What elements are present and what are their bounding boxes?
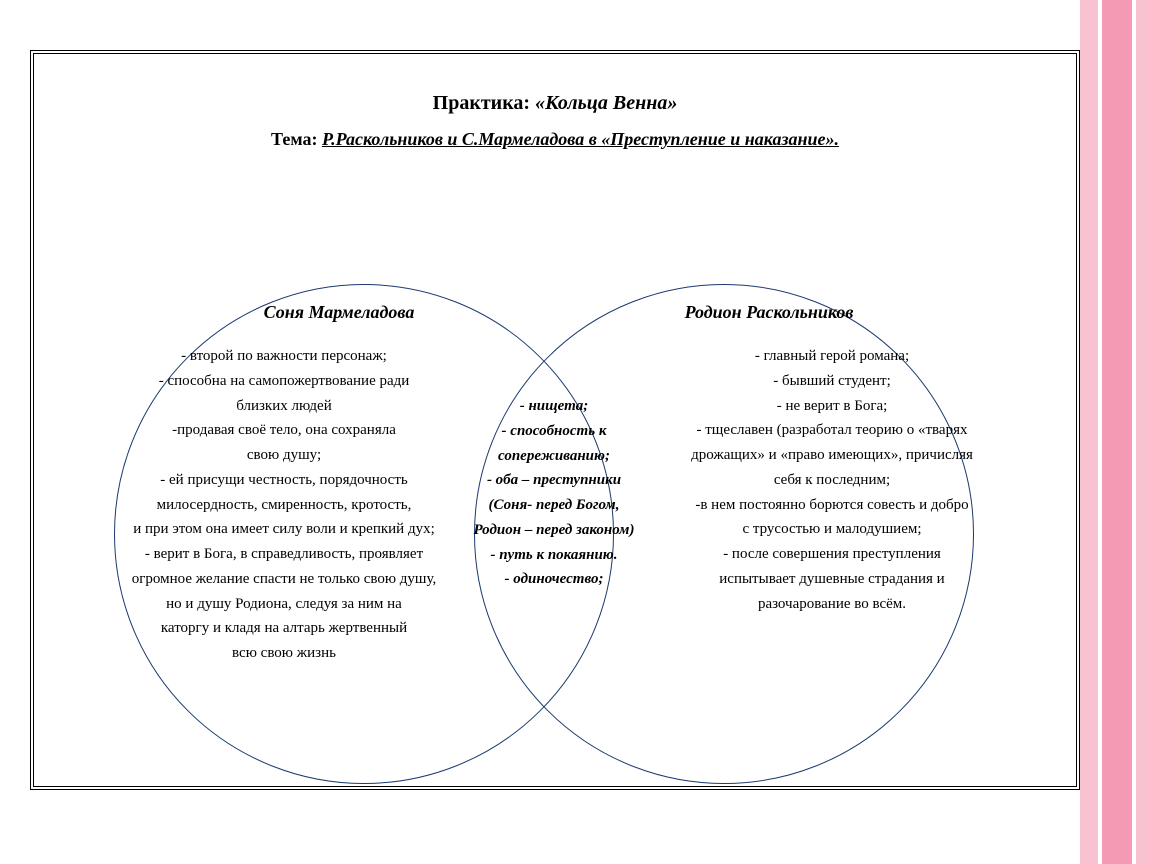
list-item: сопереживанию;	[464, 444, 644, 469]
list-item: - нищета;	[464, 394, 644, 419]
list-item: - способна на самопожертвование ради	[94, 369, 474, 394]
header-block: Практика: «Кольца Венна» Тема: Р.Расколь…	[34, 92, 1076, 150]
list-item: - главный герой романа;	[642, 344, 1022, 369]
list-item: - бывший студент;	[642, 369, 1022, 394]
practice-line: Практика: «Кольца Венна»	[34, 92, 1076, 115]
list-item: испытывает душевные страдания и	[642, 567, 1022, 592]
list-item: - путь к покаянию.	[464, 543, 644, 568]
list-item: Родион – перед законом)	[464, 518, 644, 543]
theme-line: Тема: Р.Раскольников и С.Мармеладова в «…	[34, 129, 1076, 150]
list-item: и при этом она имеет силу воли и крепкий…	[94, 517, 474, 542]
venn-left-label: Соня Мармеладова	[224, 302, 454, 323]
list-item: - одиночество;	[464, 567, 644, 592]
practice-label: Практика:	[433, 92, 530, 114]
venn-middle-items: - нищета;- способность ксопереживанию;- …	[464, 394, 644, 592]
bg-stripe	[1080, 0, 1098, 864]
list-item: - не верит в Бога;	[642, 394, 1022, 419]
venn-right-items: - главный герой романа;- бывший студент;…	[642, 344, 1022, 616]
venn-diagram: Соня Мармеладова Родион Раскольников - в…	[34, 244, 1076, 764]
list-item: милосердность, смиренность, кротость,	[94, 493, 474, 518]
theme-label: Тема:	[271, 129, 317, 149]
list-item: с трусостью и малодушием;	[642, 517, 1022, 542]
practice-title: «Кольца Венна»	[535, 92, 677, 114]
list-item: но и душу Родиона, следуя за ним на	[94, 592, 474, 617]
list-item: близких людей	[94, 394, 474, 419]
list-item: - после совершения преступления	[642, 542, 1022, 567]
list-item: разочарование во всём.	[642, 592, 1022, 617]
list-item: - второй по важности персонаж;	[94, 344, 474, 369]
venn-left-items: - второй по важности персонаж;- способна…	[94, 344, 474, 666]
theme-text: Р.Раскольников и С.Мармеладова в «Престу…	[322, 129, 839, 149]
list-item: -в нем постоянно борются совесть и добро	[642, 493, 1022, 518]
list-item: себя к последним;	[642, 468, 1022, 493]
list-item: (Соня- перед Богом,	[464, 493, 644, 518]
list-item: - ей присущи честность, порядочность	[94, 468, 474, 493]
list-item: - оба – преступники	[464, 468, 644, 493]
list-item: -продавая своё тело, она сохраняла	[94, 418, 474, 443]
list-item: всю свою жизнь	[94, 641, 474, 666]
list-item: огромное желание спасти не только свою д…	[94, 567, 474, 592]
bg-stripe	[1102, 0, 1132, 864]
list-item: дрожащих» и «право имеющих», причисляя	[642, 443, 1022, 468]
bg-stripe	[1136, 0, 1150, 864]
list-item: каторгу и кладя на алтарь жертвенный	[94, 616, 474, 641]
venn-right-label: Родион Раскольников	[644, 302, 894, 323]
list-item: свою душу;	[94, 443, 474, 468]
document-frame: Практика: «Кольца Венна» Тема: Р.Расколь…	[30, 50, 1080, 790]
list-item: - верит в Бога, в справедливость, проявл…	[94, 542, 474, 567]
list-item: - способность к	[464, 419, 644, 444]
list-item: - тщеславен (разработал теорию о «тварях	[642, 418, 1022, 443]
